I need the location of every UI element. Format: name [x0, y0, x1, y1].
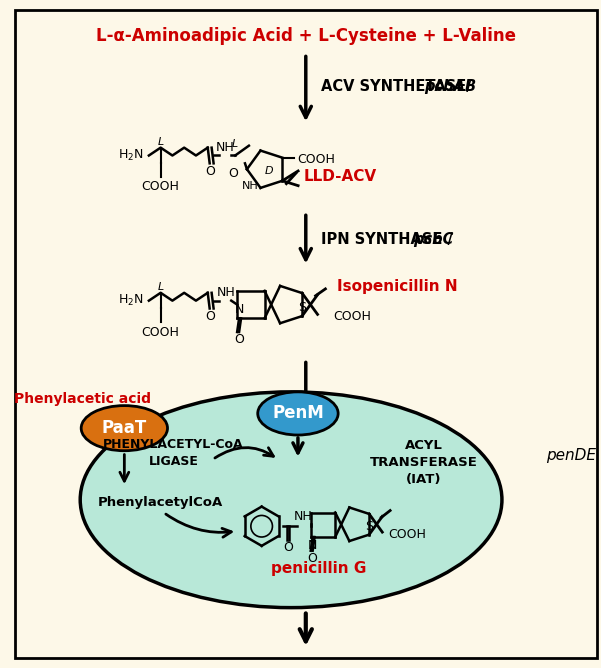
Text: L: L — [157, 282, 163, 292]
Text: PaaT: PaaT — [102, 419, 147, 437]
Text: IPN SYNTHASE /: IPN SYNTHASE / — [322, 232, 459, 247]
Text: N: N — [308, 539, 317, 552]
Text: S: S — [365, 520, 373, 532]
Text: NH: NH — [216, 141, 235, 154]
Text: L: L — [157, 137, 163, 147]
Text: L-α-Aminoadipic Acid + L-Cysteine + L-Valine: L-α-Aminoadipic Acid + L-Cysteine + L-Va… — [96, 27, 516, 45]
Text: LLD-ACV: LLD-ACV — [304, 169, 377, 184]
Text: Isopenicillin N: Isopenicillin N — [337, 279, 458, 295]
Text: O: O — [206, 310, 216, 323]
Text: PHENYLACETYL-CoA
LIGASE: PHENYLACETYL-CoA LIGASE — [103, 438, 243, 468]
Text: H$_2$N: H$_2$N — [118, 293, 144, 308]
Text: O: O — [308, 552, 317, 565]
Text: H$_2$N: H$_2$N — [118, 148, 144, 163]
Text: O: O — [283, 541, 293, 554]
Text: COOH: COOH — [388, 528, 426, 540]
Text: NH: NH — [217, 287, 236, 299]
Text: Phenylacetic acid: Phenylacetic acid — [14, 391, 151, 405]
Ellipse shape — [81, 405, 168, 451]
Text: ACV SYNTHETASE/: ACV SYNTHETASE/ — [322, 79, 477, 94]
Text: NH: NH — [293, 510, 313, 523]
Text: D: D — [264, 166, 273, 176]
Text: S: S — [298, 301, 306, 314]
Text: O: O — [234, 333, 244, 347]
Ellipse shape — [258, 392, 338, 435]
Text: NH: NH — [242, 181, 258, 191]
Text: pcbC: pcbC — [413, 232, 453, 247]
Text: PhenylacetylCoA: PhenylacetylCoA — [98, 496, 223, 509]
Text: penicillin G: penicillin G — [271, 561, 366, 576]
Text: O: O — [228, 166, 238, 180]
Text: COOH: COOH — [142, 180, 180, 193]
Text: PenM: PenM — [272, 404, 324, 422]
Text: O: O — [206, 165, 216, 178]
Text: N: N — [234, 303, 244, 317]
Text: COOH: COOH — [142, 325, 180, 339]
Text: pcbAB: pcbAB — [424, 79, 477, 94]
Text: L: L — [232, 139, 239, 149]
Text: penDE: penDE — [546, 448, 596, 463]
Ellipse shape — [80, 392, 502, 608]
Text: COOH: COOH — [297, 153, 335, 166]
Text: ACYL
TRANSFERASE
(IAT): ACYL TRANSFERASE (IAT) — [370, 439, 477, 486]
Text: COOH: COOH — [333, 310, 371, 323]
